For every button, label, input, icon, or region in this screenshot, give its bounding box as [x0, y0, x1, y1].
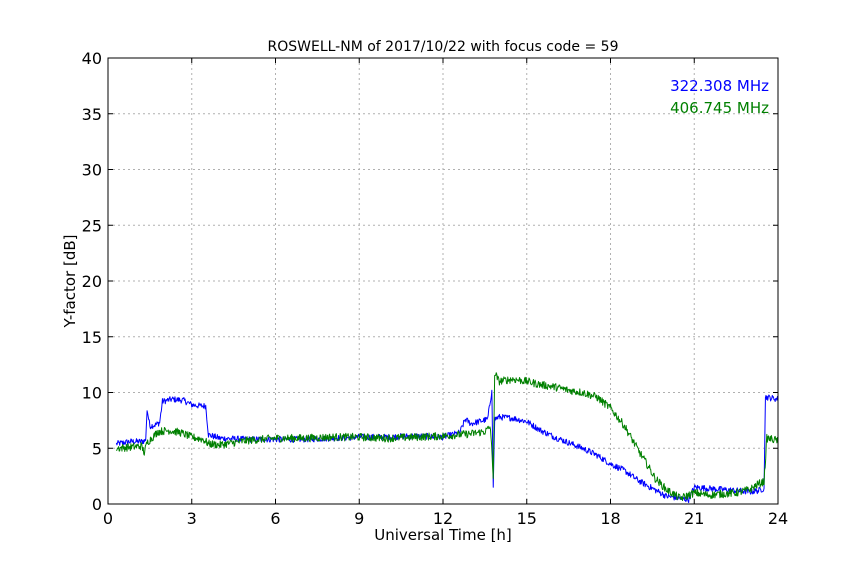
- legend: 322.308 MHz 406.745 MHz: [670, 77, 769, 117]
- y-axis-label: Y-factor [dB]: [61, 234, 79, 328]
- y-tick-label: 5: [92, 439, 102, 458]
- x-tick-label: 18: [600, 509, 620, 528]
- x-tick-label: 3: [187, 509, 197, 528]
- x-axis-label: Universal Time [h]: [374, 526, 512, 544]
- legend-entry-1: 322.308 MHz: [670, 77, 769, 95]
- grid: [108, 58, 778, 504]
- y-tick-label: 0: [92, 495, 102, 514]
- x-tick-label: 24: [768, 509, 788, 528]
- y-tick-label: 40: [82, 49, 102, 68]
- x-tick-label: 9: [354, 509, 364, 528]
- x-tick-label: 0: [103, 509, 113, 528]
- x-tick-label: 15: [517, 509, 537, 528]
- y-tick-label: 15: [82, 328, 102, 347]
- chart-title: ROSWELL-NM of 2017/10/22 with focus code…: [268, 39, 619, 55]
- x-tick-label: 21: [684, 509, 704, 528]
- ticks: 0 3 6 9 12 15 18 21 24 0 5 10 15 20 25 30 35 40: [82, 49, 789, 528]
- y-tick-label: 25: [82, 216, 102, 235]
- y-tick-label: 20: [82, 272, 102, 291]
- y-tick-label: 10: [82, 384, 102, 403]
- x-tick-label: 6: [270, 509, 280, 528]
- x-tick-label: 12: [433, 509, 453, 528]
- y-tick-label: 30: [82, 161, 102, 180]
- y-tick-label: 35: [82, 105, 102, 124]
- series-layer: [115, 372, 779, 504]
- series-line-2: [115, 372, 779, 502]
- legend-entry-2: 406.745 MHz: [670, 99, 769, 117]
